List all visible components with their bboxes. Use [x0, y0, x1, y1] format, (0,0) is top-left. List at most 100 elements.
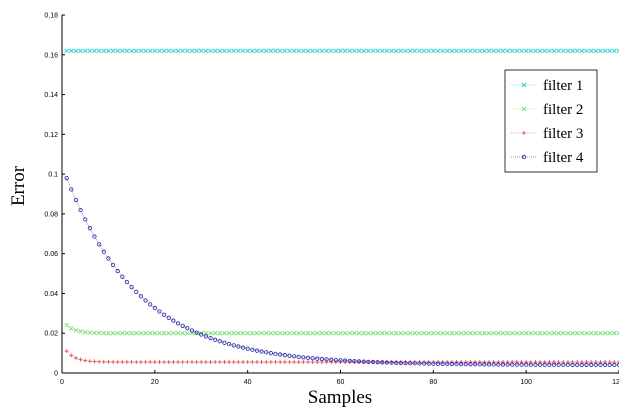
series-line — [66, 350, 619, 363]
data-point — [194, 48, 199, 54]
data-point — [315, 356, 320, 361]
data-point — [282, 330, 288, 336]
data-point — [115, 330, 121, 336]
x-tick-label: 60 — [337, 379, 345, 386]
data-point — [486, 48, 492, 54]
data-point — [579, 330, 585, 336]
data-point — [445, 361, 450, 367]
data-point — [185, 326, 190, 331]
data-point — [259, 330, 264, 336]
y-axis: 0 0.02 0.04 0.06 0.08 0.1 0.12 0.14 0.16 0.18 — [44, 13, 65, 378]
data-point — [301, 360, 306, 365]
data-point — [110, 262, 116, 268]
data-point — [528, 48, 534, 54]
data-point — [426, 48, 432, 54]
data-point — [570, 48, 575, 54]
data-point — [338, 358, 343, 363]
data-point — [259, 360, 264, 365]
x-tick-label: 100 — [520, 379, 532, 386]
data-point — [329, 360, 334, 365]
data-point — [417, 48, 422, 54]
data-point — [589, 362, 594, 367]
data-point — [78, 329, 83, 334]
data-point — [495, 48, 501, 54]
legend-label: filter 3 — [543, 126, 583, 142]
series-filter-1 — [64, 48, 619, 54]
data-point — [87, 48, 93, 54]
data-point — [138, 294, 144, 299]
data-point — [124, 279, 130, 285]
data-point — [92, 48, 97, 54]
data-point — [574, 48, 580, 54]
data-point — [486, 362, 492, 367]
data-point — [421, 361, 427, 366]
data-point — [268, 360, 273, 365]
data-point — [185, 330, 190, 336]
data-point — [203, 48, 209, 54]
data-point — [389, 48, 394, 54]
data-point — [519, 360, 524, 365]
data-point — [342, 330, 348, 336]
data-point — [560, 330, 566, 336]
data-point — [375, 330, 380, 336]
data-point — [96, 330, 102, 336]
data-point — [542, 48, 548, 54]
data-point — [496, 362, 501, 367]
data-point — [505, 360, 510, 365]
data-point — [537, 362, 543, 367]
data-point — [296, 360, 301, 365]
data-point — [500, 360, 505, 365]
data-point — [64, 322, 69, 328]
series-line — [66, 178, 619, 366]
data-point — [222, 330, 227, 336]
data-point — [449, 330, 455, 336]
data-point — [278, 360, 283, 365]
data-point — [551, 362, 557, 367]
data-point — [463, 48, 469, 54]
data-point — [305, 355, 311, 360]
data-point — [440, 361, 445, 366]
data-point — [361, 48, 367, 54]
data-point — [249, 330, 255, 336]
data-point — [282, 353, 287, 358]
data-point — [120, 360, 125, 365]
data-point — [292, 360, 297, 365]
data-point — [171, 360, 176, 365]
data-point — [143, 298, 148, 303]
data-point — [287, 330, 292, 336]
data-point — [217, 330, 223, 336]
series-filter-2 — [64, 322, 619, 336]
data-point — [454, 330, 459, 336]
data-point — [528, 360, 533, 365]
data-point — [487, 360, 492, 365]
data-point — [78, 48, 83, 54]
legend-label: filter 4 — [543, 150, 584, 166]
data-point — [556, 362, 561, 367]
data-point — [208, 360, 213, 365]
data-point — [477, 362, 482, 367]
legend-label: filter 2 — [543, 102, 583, 118]
data-point — [152, 305, 157, 311]
data-point — [440, 330, 445, 336]
data-point — [482, 48, 487, 54]
data-point — [73, 356, 78, 361]
data-point — [588, 48, 594, 54]
data-point — [171, 330, 176, 336]
data-point — [152, 360, 157, 365]
data-point — [212, 330, 218, 336]
x-axis: 0 20 40 60 80 100 12 — [60, 370, 619, 386]
data-point — [421, 330, 427, 336]
data-point — [249, 48, 255, 54]
y-axis-title: Error — [8, 165, 29, 206]
data-point — [407, 48, 413, 54]
data-point — [83, 358, 88, 363]
data-point — [431, 361, 436, 366]
data-point — [106, 330, 111, 336]
data-point — [542, 330, 548, 336]
data-point — [241, 360, 246, 365]
data-point — [240, 345, 246, 350]
data-point — [389, 330, 394, 336]
data-point — [612, 330, 617, 336]
data-point — [616, 48, 619, 54]
data-point — [565, 362, 571, 367]
